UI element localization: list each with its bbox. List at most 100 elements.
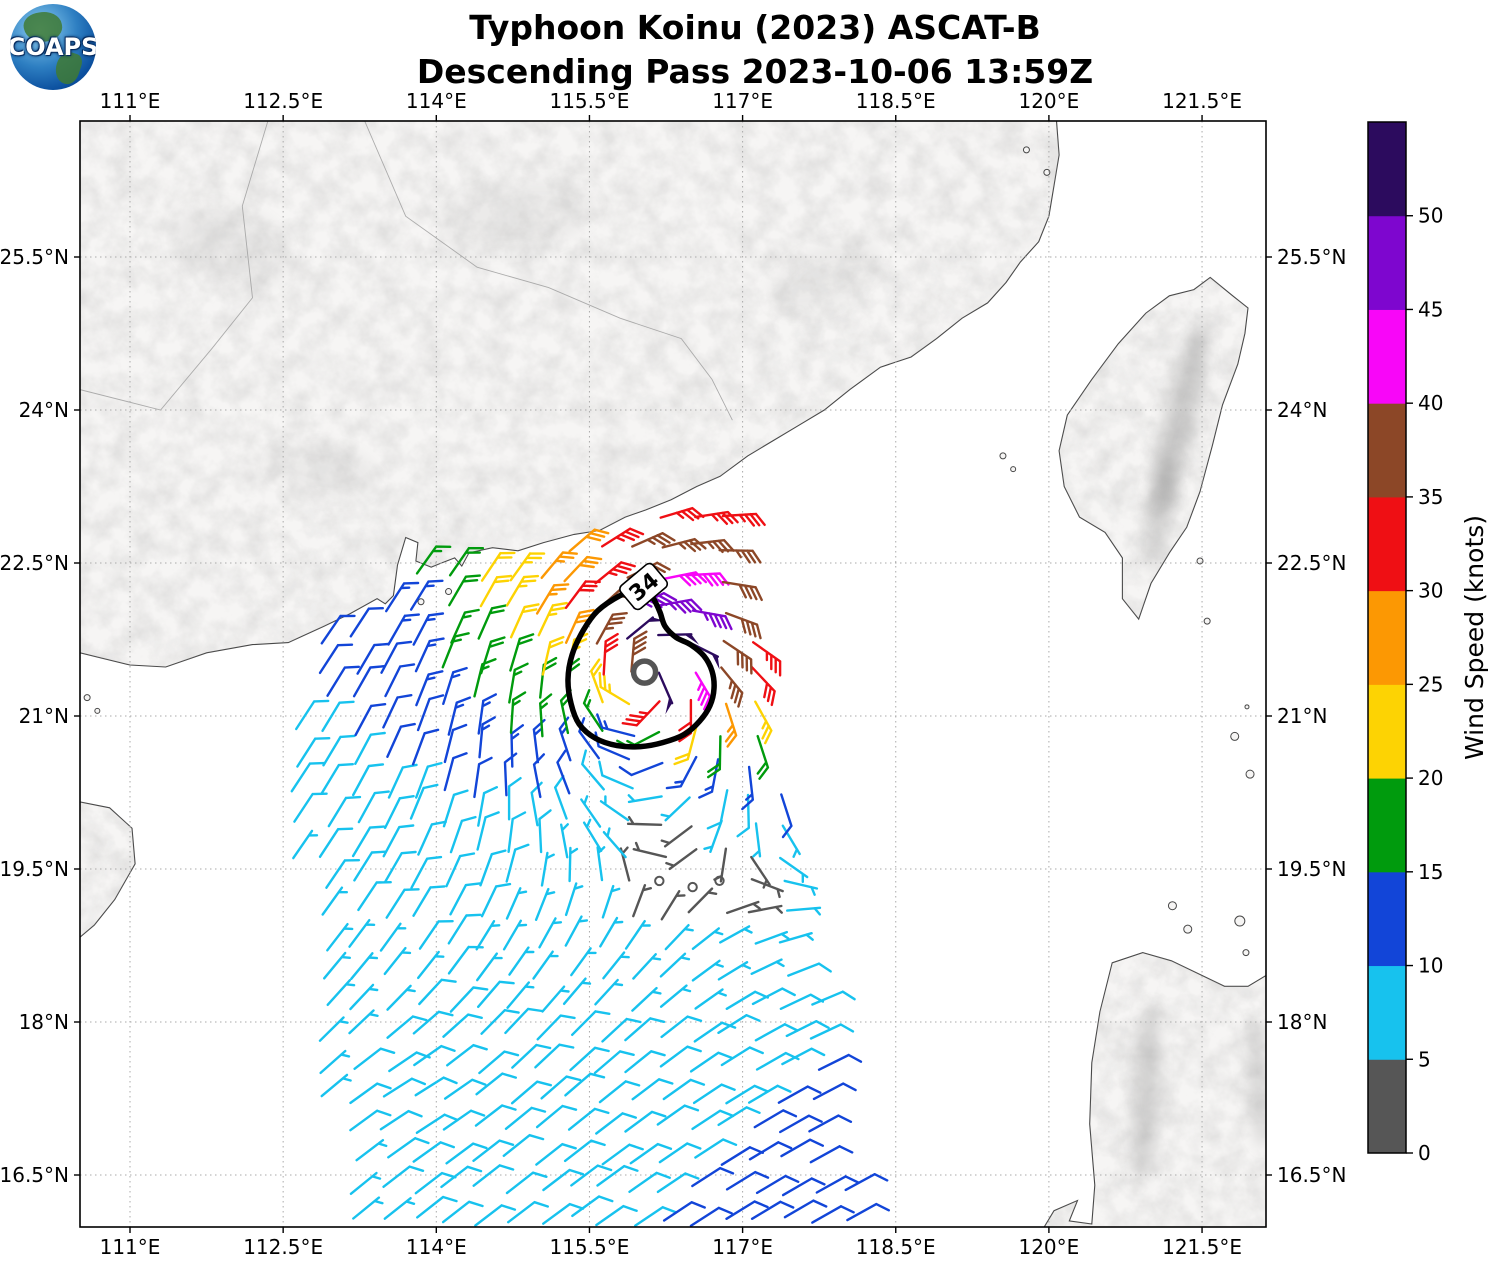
wind-barb xyxy=(618,761,664,777)
wind-barb xyxy=(786,906,822,916)
wind-barb xyxy=(594,978,624,1006)
wind-barb xyxy=(582,818,603,852)
wind-barb xyxy=(352,1196,384,1220)
wind-barb xyxy=(780,793,793,839)
wind-barb xyxy=(349,983,379,1011)
wind-barb xyxy=(542,1202,585,1225)
wind-barb xyxy=(447,945,484,975)
wind-barb xyxy=(694,510,739,525)
wind-barb xyxy=(596,713,636,738)
wind-barb xyxy=(750,1200,795,1220)
wind-barb xyxy=(509,552,546,582)
wind-barb xyxy=(386,722,416,758)
wind-barb xyxy=(380,640,413,674)
figure-title: Typhoon Koinu (2023) ASCAT-B Descending … xyxy=(80,6,1430,94)
lat-tick-right: 22.5°N xyxy=(1277,551,1347,575)
wind-barb xyxy=(779,1114,823,1134)
wind-barb xyxy=(414,637,445,673)
lat-tick-left: 19.5°N xyxy=(0,857,69,881)
wind-barb xyxy=(632,953,662,980)
wind-barb xyxy=(660,825,693,848)
wind-barb xyxy=(508,662,529,704)
lon-tick-bottom: 111°E xyxy=(100,1235,161,1259)
wind-barb xyxy=(563,555,603,583)
wind-barb xyxy=(480,882,512,918)
wind-barb xyxy=(443,723,468,764)
wind-barb xyxy=(349,607,384,638)
wind-barb xyxy=(787,962,832,977)
wind-barb xyxy=(440,1165,483,1189)
wind-barb xyxy=(631,532,676,548)
wind-barb xyxy=(442,1013,483,1038)
wind-barb xyxy=(352,665,386,698)
wind-barb xyxy=(809,1145,854,1164)
wind-barb xyxy=(385,888,420,919)
lon-tick-bottom: 117°E xyxy=(712,1235,773,1259)
wind-barb xyxy=(558,716,572,762)
wind-barb xyxy=(629,1142,673,1165)
province-border xyxy=(80,121,269,411)
wind-barb xyxy=(783,879,819,896)
wind-barb xyxy=(480,1009,520,1035)
wind-barb xyxy=(563,1139,606,1163)
wind-barb xyxy=(719,925,753,944)
lon-tick-bottom: 114°E xyxy=(406,1235,467,1259)
wind-barb xyxy=(442,1109,486,1131)
wind-barb xyxy=(387,1137,430,1159)
wind-barb xyxy=(569,1046,610,1072)
wind-barb xyxy=(354,703,387,737)
wind-barb xyxy=(624,1110,667,1133)
wind-barb xyxy=(595,1204,638,1227)
wind-barb xyxy=(725,1170,770,1191)
wind-barb xyxy=(725,1200,769,1220)
wind-barb xyxy=(542,1168,585,1192)
wind-barb xyxy=(348,1009,379,1035)
wind-barb xyxy=(564,915,589,947)
wind-barb xyxy=(296,737,331,768)
wind-barb xyxy=(631,986,662,1012)
wind-barb xyxy=(349,1171,382,1195)
lon-tick-bottom: 118.5°E xyxy=(856,1235,936,1259)
wind-barb xyxy=(318,643,354,675)
wind-barb xyxy=(357,790,390,824)
wind-barb xyxy=(750,958,785,975)
wind-barb xyxy=(532,950,559,980)
wind-barb xyxy=(599,916,624,948)
wind-barb xyxy=(348,919,376,948)
wind-barb xyxy=(292,829,319,860)
island xyxy=(445,588,453,596)
wind-barb xyxy=(662,571,708,587)
wind-barb xyxy=(327,795,362,828)
wind-barb xyxy=(539,693,553,738)
wind-barb xyxy=(326,665,360,697)
colorbar-tick: 5 xyxy=(1418,1047,1431,1071)
coaps-logo: COAPS xyxy=(10,4,96,90)
wind-barb xyxy=(384,663,416,698)
wind-barb xyxy=(777,1085,822,1104)
wind-barb xyxy=(509,603,540,639)
wind-barb xyxy=(535,1104,578,1129)
wind-barb xyxy=(477,693,497,735)
colorbar-tick: 45 xyxy=(1418,297,1443,321)
wind-barb xyxy=(707,735,722,779)
wind-barb xyxy=(754,1023,799,1042)
wind-barb xyxy=(474,1204,517,1227)
wind-barb xyxy=(475,920,501,951)
wind-barb xyxy=(624,1017,666,1042)
wind-barb xyxy=(353,1047,396,1070)
wind-barb xyxy=(445,852,476,888)
wind-barb xyxy=(412,1010,454,1035)
wind-barb xyxy=(694,1138,738,1159)
wind-barb xyxy=(567,1107,610,1131)
wind-barb xyxy=(541,985,570,1013)
wind-barb xyxy=(562,977,592,1005)
wind-barb xyxy=(320,614,356,645)
wind-barb xyxy=(480,636,506,675)
wind-barb xyxy=(691,609,733,631)
wind-barb xyxy=(627,794,663,804)
wind-barb xyxy=(537,601,568,637)
colorbar: 0 5 10 15 20 25 30 35 40 45 50 Wind Speed (knots) xyxy=(1367,121,1489,1165)
wind-barb xyxy=(415,545,452,575)
island xyxy=(1183,924,1193,934)
wind-barb xyxy=(415,761,443,799)
